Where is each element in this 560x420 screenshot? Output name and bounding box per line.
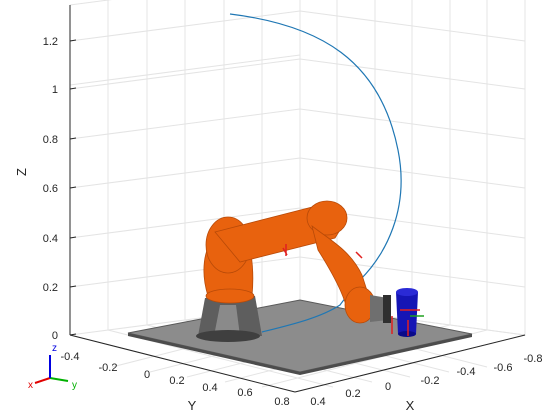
triad-x-label: x [28, 380, 33, 391]
z-tick-6: 1.2 [43, 36, 58, 48]
trajectory-path [229, 13, 402, 333]
y-axis-line [69, 334, 296, 393]
x-tick-6: -0.8 [524, 353, 543, 365]
x-axis-line [294, 334, 526, 393]
x-tick-0: 0.4 [310, 396, 325, 408]
y-tick-0: -0.4 [61, 351, 80, 363]
z-tick-4: 0.8 [43, 134, 58, 146]
z-axis-ticks [69, 39, 77, 336]
x-tick-1: 0.2 [345, 388, 360, 400]
robot-arm [196, 200, 424, 342]
x-tick-5: -0.6 [494, 362, 513, 374]
x-axis-label: X [406, 398, 415, 413]
x-tick-2: 0 [385, 381, 391, 393]
orientation-triad: x y z [28, 343, 77, 391]
z-tick-1: 0.2 [43, 282, 58, 294]
z-axis-label: Z [14, 168, 29, 176]
y-tick-5: 0.6 [237, 387, 252, 399]
triad-z-label: z [52, 343, 57, 354]
triad-y-label: y [72, 380, 77, 391]
x-tick-3: -0.2 [421, 375, 440, 387]
x-tick-4: -0.4 [457, 366, 476, 378]
y-tick-6: 0.8 [274, 396, 289, 408]
z-tick-0: 0 [52, 330, 58, 342]
y-axis-label: Y [188, 398, 197, 413]
y-tick-3: 0.2 [169, 375, 184, 387]
z-tick-2: 0.4 [43, 233, 58, 245]
y-tick-2: 0 [144, 369, 150, 381]
z-tick-5: 1 [52, 84, 58, 96]
y-tick-1: -0.2 [99, 362, 118, 374]
y-tick-4: 0.4 [202, 382, 217, 394]
z-tick-3: 0.6 [43, 183, 58, 195]
